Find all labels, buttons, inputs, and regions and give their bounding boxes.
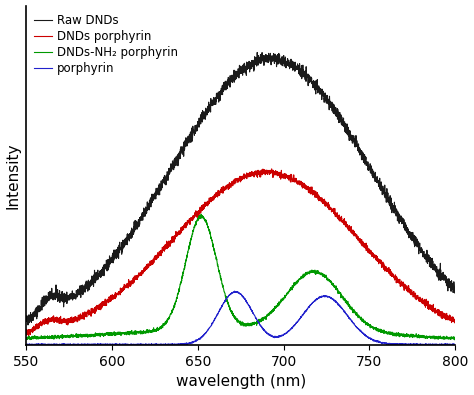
DNDs porphyrin xyxy=(398,281,404,286)
porphyrin xyxy=(23,342,29,347)
porphyrin xyxy=(188,340,194,345)
porphyrin xyxy=(444,342,450,347)
DNDs-NH₂ porphyrin xyxy=(207,228,212,233)
Raw DNDs xyxy=(188,140,194,145)
Raw DNDs xyxy=(73,294,78,299)
DNDs-NH₂ porphyrin xyxy=(452,337,457,342)
DNDs porphyrin xyxy=(444,314,450,319)
DNDs porphyrin xyxy=(188,216,194,220)
DNDs-NH₂ porphyrin xyxy=(452,335,458,340)
DNDs-NH₂ porphyrin xyxy=(188,237,193,242)
porphyrin xyxy=(98,342,103,346)
porphyrin xyxy=(207,325,212,330)
Raw DNDs xyxy=(23,317,29,322)
DNDs-NH₂ porphyrin xyxy=(72,334,78,339)
porphyrin xyxy=(73,342,78,347)
DNDs porphyrin xyxy=(452,320,458,325)
porphyrin xyxy=(24,342,29,347)
porphyrin xyxy=(452,342,458,347)
DNDs porphyrin xyxy=(207,201,212,206)
DNDs-NH₂ porphyrin xyxy=(444,334,450,339)
Raw DNDs xyxy=(207,105,212,110)
Raw DNDs xyxy=(98,269,103,273)
DNDs-NH₂ porphyrin xyxy=(198,212,204,216)
DNDs-NH₂ porphyrin xyxy=(23,337,29,342)
DNDs porphyrin xyxy=(98,307,103,312)
Y-axis label: Intensity: Intensity xyxy=(6,142,20,209)
Raw DNDs xyxy=(255,50,260,55)
X-axis label: wavelength (nm): wavelength (nm) xyxy=(175,374,306,389)
Raw DNDs xyxy=(25,323,31,327)
DNDs porphyrin xyxy=(23,333,29,338)
DNDs-NH₂ porphyrin xyxy=(398,332,403,337)
Raw DNDs xyxy=(452,288,458,293)
Line: DNDs-NH₂ porphyrin: DNDs-NH₂ porphyrin xyxy=(26,214,455,340)
Raw DNDs xyxy=(398,213,404,218)
DNDs porphyrin xyxy=(73,315,78,320)
DNDs porphyrin xyxy=(26,333,31,338)
Legend: Raw DNDs, DNDs porphyrin, DNDs-NH₂ porphyrin, porphyrin: Raw DNDs, DNDs porphyrin, DNDs-NH₂ porph… xyxy=(32,11,180,77)
porphyrin xyxy=(398,342,404,346)
Line: DNDs porphyrin: DNDs porphyrin xyxy=(26,169,455,336)
Line: Raw DNDs: Raw DNDs xyxy=(26,53,455,325)
Line: porphyrin: porphyrin xyxy=(26,291,455,344)
DNDs-NH₂ porphyrin xyxy=(98,333,103,337)
Raw DNDs xyxy=(444,278,450,282)
porphyrin xyxy=(232,289,237,293)
DNDs porphyrin xyxy=(269,167,274,171)
